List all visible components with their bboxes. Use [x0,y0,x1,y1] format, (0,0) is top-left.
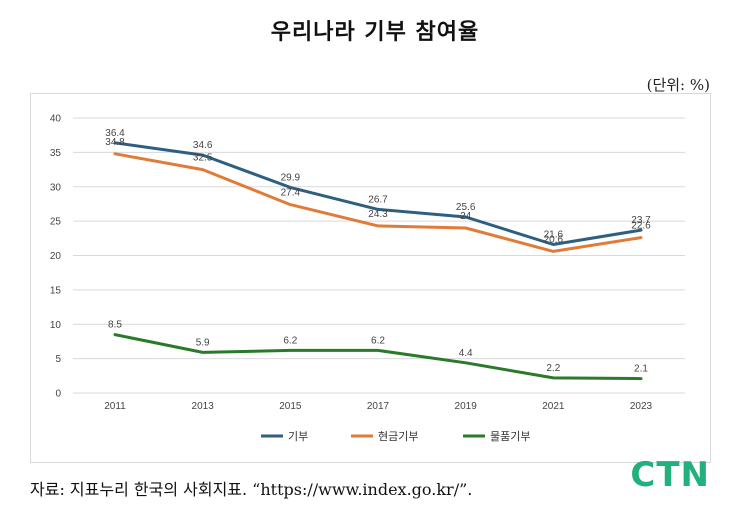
x-tick-label: 2021 [542,401,565,412]
data-label: 26.7 [368,194,388,205]
data-label: 36.4 [105,128,125,139]
y-tick-label: 0 [55,389,61,400]
x-tick-label: 2019 [455,401,478,412]
data-label: 32.5 [193,153,213,164]
y-tick-label: 40 [50,114,62,125]
series-line-3 [113,333,643,381]
data-label: 34.8 [105,137,125,148]
x-tick-label: 2017 [367,401,390,412]
ctn-logo: CTN [630,455,710,495]
data-label: 4.4 [459,348,473,359]
legend-label: 기부 [288,430,308,443]
x-tick-label: 2023 [630,401,653,412]
x-tick-label: 2013 [192,401,215,412]
data-label: 34.6 [193,140,213,151]
y-tick-label: 25 [50,217,62,228]
data-label: 2.2 [546,363,560,374]
data-label: 2.1 [634,364,648,375]
data-label: 25.6 [456,202,476,213]
data-label: 23.7 [631,215,651,226]
line-chart: 0 5 10 15 20 25 30 35 40 2011 2013 2015 2017 2019 2021… [50,114,685,443]
data-label: 29.9 [281,172,301,183]
x-tick-label: 2015 [279,401,302,412]
y-tick-label: 20 [50,251,62,262]
data-label: 24.3 [368,209,388,220]
data-label: 24 [460,211,472,222]
unit-label: (단위: %) [646,76,710,94]
data-label: 20.6 [544,234,564,245]
data-label: 6.2 [283,335,297,346]
data-label: 6.2 [371,335,385,346]
x-tick-label: 2011 [104,401,126,412]
data-label: 8.5 [108,320,122,331]
data-label: 27.4 [281,188,301,199]
y-tick-label: 10 [50,320,62,331]
chart-title: 우리나라 기부 참여율 [270,20,480,45]
series-line-1 [113,141,643,246]
y-tick-label: 5 [55,354,61,365]
y-tick-label: 35 [50,148,62,159]
y-tick-label: 15 [50,285,62,296]
legend-label: 현금기부 [378,430,418,443]
y-tick-label: 30 [50,182,62,193]
source-note: 자료: 지표누리 한국의 사회지표. “https://www.index.go… [30,480,473,499]
data-label: 21.6 [544,230,564,241]
series-line-2 [113,152,643,253]
legend-label: 물품기부 [490,430,530,443]
chart-area: 0 5 10 15 20 25 30 35 40 2011 2013 2015 2017 2019 2021… [30,93,711,463]
data-label: 22.6 [631,221,651,232]
data-label: 5.9 [196,337,210,348]
